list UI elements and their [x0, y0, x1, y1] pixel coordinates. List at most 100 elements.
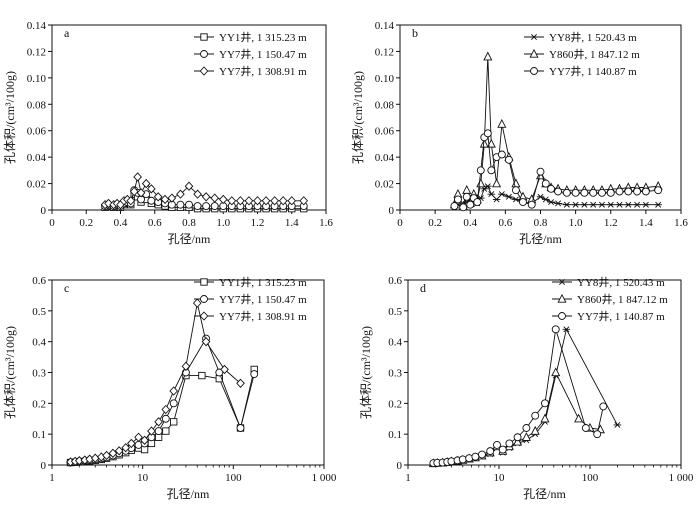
data-point — [201, 192, 211, 202]
x-tick-label: 1 — [405, 472, 411, 484]
data-point — [133, 172, 142, 182]
data-point — [522, 424, 531, 432]
data-point — [198, 371, 206, 380]
data-point — [540, 413, 550, 423]
data-point — [161, 414, 170, 423]
panel-label: b — [412, 26, 418, 40]
data-point — [250, 370, 259, 378]
data-point — [615, 187, 624, 196]
data-point — [505, 439, 514, 448]
data-point — [483, 129, 492, 138]
x-axis-label: 孔径/nm — [523, 487, 566, 501]
data-point — [201, 337, 211, 347]
data-point — [167, 193, 177, 203]
data-point — [615, 201, 624, 208]
data-point — [181, 361, 191, 371]
legend-marker — [200, 295, 208, 303]
legend-label: Y860井, 1 847.12 m — [549, 47, 640, 61]
series-circle — [450, 129, 663, 212]
data-point — [160, 194, 170, 205]
data-point — [121, 443, 131, 453]
y-tick-label: 0.12 — [375, 46, 394, 58]
y-tick-label: 0.3 — [388, 368, 402, 380]
y-tick-label: 0.08 — [27, 99, 47, 111]
data-point — [154, 417, 163, 427]
legend-label: YY7井, 1 140.87 m — [577, 309, 665, 323]
data-point — [589, 188, 598, 197]
data-point — [476, 178, 486, 188]
data-point — [236, 196, 245, 206]
y-tick-label: 0.10 — [27, 73, 47, 85]
data-point — [487, 166, 496, 175]
y-tick-label: 0.06 — [27, 126, 47, 138]
x-axis-label: 孔径/nm — [519, 232, 562, 246]
data-point — [547, 199, 555, 206]
x-tick-label: 0.6 — [499, 217, 513, 229]
legend-label: YY1井, 1 315.23 m — [219, 275, 307, 289]
x-tick-label: 1 000 — [669, 472, 694, 484]
data-point — [454, 195, 462, 204]
data-point — [504, 155, 513, 164]
data-point — [512, 196, 520, 203]
series-line — [70, 337, 255, 463]
data-point — [580, 201, 589, 208]
data-point — [536, 167, 545, 176]
data-point — [492, 196, 501, 203]
data-point — [541, 179, 550, 188]
legend-marker — [199, 66, 209, 76]
data-point — [498, 191, 506, 198]
legend-label: YY1井, 1 315.23 m — [219, 30, 307, 44]
panel-b: 0 0.2 0.4 0.6 0.8 1.0 1.2 1.4 1.6 0 0.02 0.04 0.06 0.… — [351, 20, 688, 246]
x-axis-label: 孔径/nm — [168, 232, 211, 246]
series-diamond — [100, 172, 309, 210]
data-point — [654, 201, 662, 208]
plot-frame — [407, 279, 682, 466]
legend-label: YY8井, 1 520.43 m — [549, 30, 637, 44]
data-point — [114, 446, 124, 456]
data-point — [193, 202, 202, 210]
data-point — [126, 196, 136, 206]
x-tick-label: 1.0 — [216, 217, 230, 229]
data-point — [642, 201, 650, 208]
data-point — [299, 196, 309, 206]
data-point — [483, 51, 493, 61]
data-point — [574, 413, 584, 423]
y-tick-label: 0.2 — [388, 398, 402, 410]
data-point — [484, 183, 492, 190]
x-tick-label: 0.2 — [428, 217, 442, 229]
y-tick-label: 0 — [41, 205, 47, 217]
data-point — [458, 455, 467, 464]
y-tick-label: 0.14 — [375, 20, 395, 32]
data-point — [486, 447, 495, 456]
legend-label: Y860井, 1 847.12 m — [577, 292, 668, 306]
data-point — [541, 196, 550, 203]
series-line — [433, 371, 601, 464]
data-point — [227, 196, 237, 206]
x-tick-label: 100 — [582, 472, 599, 484]
legend-marker — [530, 67, 538, 75]
data-point — [554, 200, 562, 207]
x-tick-label: 0 — [397, 217, 403, 229]
data-point — [505, 193, 513, 200]
y-tick-label: 0.06 — [375, 126, 395, 138]
y-tick-label: 0.02 — [27, 179, 46, 191]
y-axis-label: 孔体积/(cm³/100g) — [351, 71, 365, 164]
series-diamond — [66, 298, 245, 467]
data-point — [236, 424, 245, 432]
data-point — [530, 425, 540, 435]
legend-marker — [530, 34, 538, 40]
legend-marker — [557, 293, 567, 303]
legend-label: YY7井, 1 150.47 m — [219, 292, 307, 306]
data-point — [184, 181, 194, 191]
x-tick-label: 1.6 — [319, 217, 333, 229]
x-tick-label: 0 — [49, 217, 55, 229]
data-point — [633, 201, 641, 208]
y-tick-label: 0.04 — [375, 152, 395, 164]
data-point — [486, 138, 496, 148]
data-point — [551, 325, 560, 334]
panel-label: a — [64, 26, 70, 40]
y-tick-label: 0.6 — [32, 275, 46, 287]
data-point — [140, 435, 149, 445]
data-point — [547, 184, 555, 193]
